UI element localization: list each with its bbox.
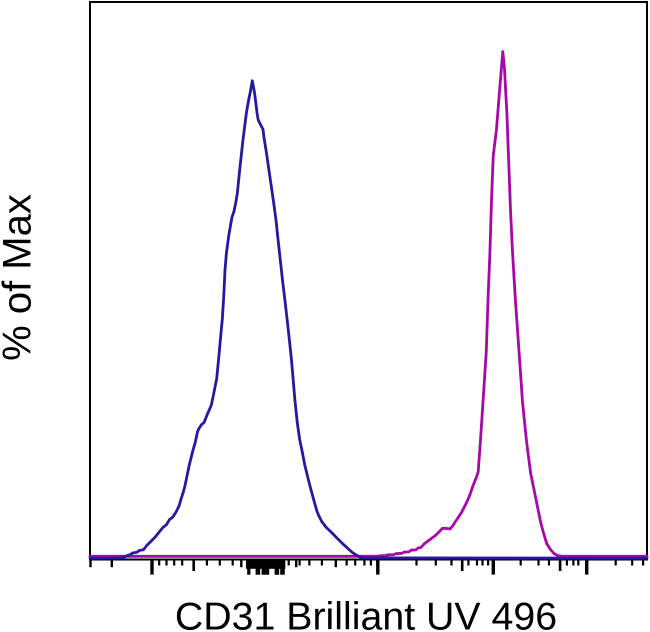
svg-text:% of Max: % of Max [0,194,40,361]
svg-text:CD31 Brilliant UV 496: CD31 Brilliant UV 496 [175,595,557,632]
